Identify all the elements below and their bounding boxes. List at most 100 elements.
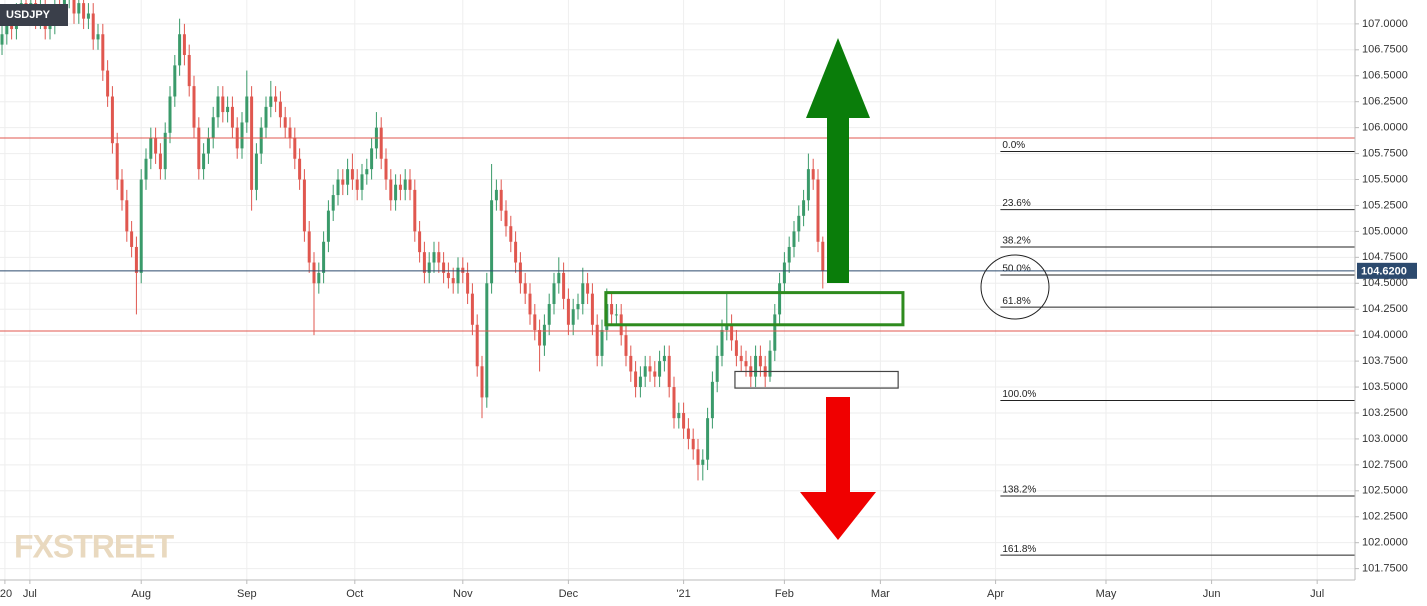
candle-body [178,34,182,66]
y-tick-label: 102.7500 [1362,459,1408,471]
candle-body [264,106,268,128]
y-tick-label: 106.2500 [1362,96,1408,108]
candle-body [427,262,431,273]
candle-body [504,210,508,227]
candle-body [797,215,801,232]
candle-body [5,18,9,35]
candle-body [317,272,321,284]
candle-body [562,272,566,299]
candle-body [394,184,398,201]
grid [0,0,1355,580]
candle-body [614,314,618,316]
y-tick-label: 106.7500 [1362,44,1408,56]
y-tick-label: 103.7500 [1362,355,1408,367]
candle-body [432,252,436,263]
y-tick-label: 102.2500 [1362,511,1408,523]
fib-label: 138.2% [1002,485,1036,496]
candle-body [734,340,738,356]
candle-body [221,96,225,113]
candle-body [528,293,532,315]
candle-body [408,179,412,190]
candle-body [269,96,273,107]
candle-body [192,86,196,128]
candle-body [643,366,647,377]
fib-label: 38.2% [1002,236,1030,247]
candle-body [230,106,234,128]
y-tick-label: 106.5000 [1362,70,1408,82]
candle-body [629,355,633,372]
zone-box [734,370,899,389]
last-price-label: 104.6200 [1361,266,1407,278]
candle-body [182,34,186,55]
candle-body [307,231,311,263]
candle-body [730,324,734,341]
candle-body [782,262,786,284]
highlight-circle [980,254,1050,320]
candle-body [610,304,614,315]
candle-body [144,158,148,180]
candle-body [293,138,297,159]
candle-body [274,96,278,102]
candle-body [245,96,249,123]
candle-body [624,335,628,356]
candle-body [634,371,638,388]
fib-label: 50.0% [1002,264,1030,275]
candle-body [816,179,820,242]
candle-body [667,355,671,388]
candle-body [82,3,86,19]
candle-body [509,226,513,242]
candle-body [302,179,306,232]
candle-body [581,283,585,305]
candle-body [134,246,138,273]
candle-body [149,138,153,159]
up-arrow [806,38,870,283]
candle-body [811,169,815,180]
y-tick-label: 104.2500 [1362,303,1408,315]
candle-body [312,262,316,284]
candle-body [461,267,465,273]
candle-body [336,179,340,196]
candle-body [259,127,263,154]
candle-body [600,329,604,356]
candle-body [720,329,724,356]
candle-body [72,0,76,14]
y-tick-label: 103.2500 [1362,407,1408,419]
candle-body [470,293,474,325]
x-tick-label: Nov [453,588,473,600]
candle-body [288,127,292,139]
candle-body [283,117,287,128]
candle-body [758,355,762,367]
x-tick-label: Feb [775,588,794,600]
candle-body [542,324,546,346]
candle-body [168,96,172,133]
candle-body [792,231,796,247]
candle-body [398,184,402,190]
candle-body [331,195,335,211]
candle-body [499,189,503,211]
candle-body [547,304,551,325]
candle-body [480,366,484,398]
candle-body [211,117,215,139]
y-tick-label: 105.7500 [1362,147,1408,159]
candle-body [538,329,542,346]
candle-body [48,23,52,30]
candle-body [571,309,575,325]
y-tick-label: 103.5000 [1362,381,1408,393]
candle-body [446,272,450,279]
y-tick-label: 102.0000 [1362,537,1408,549]
candle-body [86,13,90,19]
candle-body [250,96,254,190]
candle-body [254,153,258,190]
candle-body [226,106,230,113]
candle-body [552,283,556,305]
candle-body [715,355,719,382]
candle-body [341,179,345,185]
candle-body [173,65,177,97]
candle-body [672,387,676,419]
candle-body [566,298,570,325]
candle-body [787,246,791,263]
candle-body [360,174,364,190]
candle-body [403,179,407,190]
